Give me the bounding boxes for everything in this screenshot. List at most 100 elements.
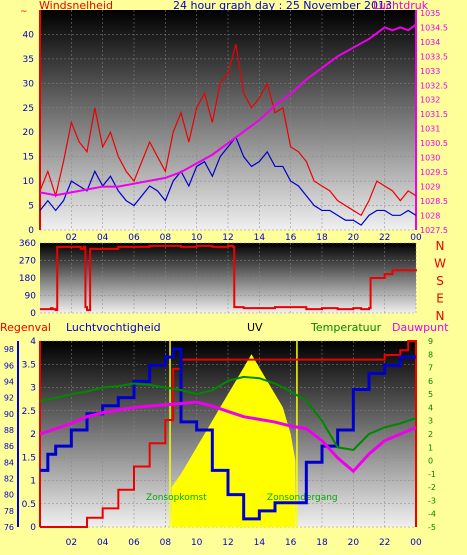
x-tick-label: 12 xyxy=(222,233,233,243)
humidity-tick-label: 78 xyxy=(4,507,14,516)
wind-tick-label: 5 xyxy=(28,202,34,212)
rain-tick-label: 2.5 xyxy=(22,407,36,417)
x-tick-label: 18 xyxy=(316,233,328,243)
wind-tick-label: 30 xyxy=(23,79,35,89)
humidity-label: Luchtvochtigheid xyxy=(66,321,161,334)
wind-tick-label: 25 xyxy=(23,104,34,114)
wind-unit-label: ~ xyxy=(20,7,28,17)
dewpoint-line xyxy=(39,400,417,474)
pressure-tick-label: 1031.5 xyxy=(420,110,448,119)
temperature-tick-label: 3 xyxy=(428,417,433,426)
x-tick-label: 04 xyxy=(97,538,109,548)
compass-label: N xyxy=(436,239,445,253)
compass-label: N xyxy=(436,309,445,323)
rain-tick-label: 0.5 xyxy=(22,500,36,510)
temperature-tick-label: 5 xyxy=(428,390,433,399)
humidity-tick-label: 98 xyxy=(4,345,14,354)
pressure-tick-label: 1033.5 xyxy=(420,52,448,61)
temperature-tick-label: -3 xyxy=(428,496,436,505)
humidity-tick-label: 96 xyxy=(4,361,14,370)
x-tick-label: 14 xyxy=(254,538,266,548)
temperature-tick-label: 6 xyxy=(428,377,433,386)
humidity-tick-label: 84 xyxy=(4,458,14,467)
temperature-tick-label: 4 xyxy=(428,403,433,412)
x-tick-label: 06 xyxy=(128,233,140,243)
pressure-tick-label: 1033 xyxy=(420,67,440,76)
x-tick-label: 00 xyxy=(410,233,422,243)
rain-tick-label: 1 xyxy=(30,477,36,487)
x-tick-label: 10 xyxy=(191,538,203,548)
direction-tick-label: 0 xyxy=(30,309,36,319)
pressure-axis-label: Luchtdruk xyxy=(373,0,429,12)
temperature-line xyxy=(39,375,417,452)
x-tick-label: 22 xyxy=(379,233,390,243)
uv-area xyxy=(171,354,296,527)
pressure-tick-label: 1030 xyxy=(420,154,440,163)
compass-label: E xyxy=(436,292,444,306)
x-tick-label: 02 xyxy=(66,233,77,243)
wind-gust-line xyxy=(39,44,417,217)
x-tick-label: 14 xyxy=(254,233,266,243)
rain-tick-label: 3.5 xyxy=(22,360,36,370)
temperature-tick-label: 0 xyxy=(428,457,433,466)
temperature-tick-label: 8 xyxy=(428,350,433,359)
x-tick-label: 04 xyxy=(97,233,109,243)
temperature-tick-label: -5 xyxy=(428,523,436,532)
wind-axis-label: Windsnelheid xyxy=(39,0,113,12)
direction-tick-label: 90 xyxy=(25,292,37,302)
wind-tick-label: 15 xyxy=(23,153,34,163)
compass-label: W xyxy=(434,257,446,271)
pressure-tick-label: 1028.5 xyxy=(420,197,448,206)
temperature-tick-label: 1 xyxy=(428,443,433,452)
uv-label: UV xyxy=(247,321,263,334)
temperature-tick-label: -1 xyxy=(428,470,436,479)
pressure-tick-label: 1032 xyxy=(420,96,440,105)
wind-tick-label: 35 xyxy=(23,55,34,65)
x-tick-label: 06 xyxy=(128,538,140,548)
pressure-tick-label: 1027.5 xyxy=(420,226,448,235)
x-tick-label: 20 xyxy=(348,538,360,548)
direction-tick-label: 180 xyxy=(19,274,36,284)
pressure-tick-label: 1032.5 xyxy=(420,81,448,90)
pressure-tick-label: 1034.5 xyxy=(420,23,448,32)
rain-line xyxy=(40,340,417,528)
wind-tick-label: 20 xyxy=(23,128,35,138)
pressure-tick-label: 1028 xyxy=(420,212,440,221)
humidity-tick-label: 82 xyxy=(4,474,14,483)
sunset-annotation: Zonsondergang xyxy=(267,493,338,503)
pressure-tick-label: 1030.5 xyxy=(420,139,448,148)
rain-label: Regenval xyxy=(0,321,51,334)
humidity-tick-label: 88 xyxy=(4,426,14,435)
humidity-line xyxy=(40,347,416,521)
temperature-tick-label: 7 xyxy=(428,364,433,373)
x-tick-label: 20 xyxy=(348,233,360,243)
rain-tick-label: 0 xyxy=(30,523,36,533)
compass-label: S xyxy=(436,274,444,288)
dewpoint-label: Dauwpunt xyxy=(392,321,449,334)
pressure-tick-label: 1035 xyxy=(420,9,440,18)
graph-title: 24 hour graph day : 25 November 2013 xyxy=(173,0,392,12)
humidity-tick-label: 76 xyxy=(4,523,14,532)
sunrise-annotation: Zonsopkomst xyxy=(146,493,207,503)
x-tick-label: 08 xyxy=(160,538,172,548)
rain-tick-label: 4 xyxy=(30,337,36,347)
rain-tick-label: 2 xyxy=(30,430,36,440)
pressure-tick-label: 1029.5 xyxy=(420,168,448,177)
temperature-tick-label: 2 xyxy=(428,430,433,439)
wind-tick-label: 0 xyxy=(28,226,34,236)
temperature-label: Temperatuur xyxy=(310,321,382,334)
temperature-tick-label: 9 xyxy=(428,337,433,346)
pressure-tick-label: 1029 xyxy=(420,183,440,192)
x-tick-label: 10 xyxy=(191,233,203,243)
humidity-tick-label: 92 xyxy=(4,394,14,403)
x-tick-label: 00 xyxy=(410,538,422,548)
x-tick-label: 12 xyxy=(222,538,233,548)
humidity-tick-label: 80 xyxy=(4,491,14,500)
humidity-tick-label: 94 xyxy=(4,377,14,386)
temperature-tick-label: -4 xyxy=(428,510,436,519)
pressure-tick-label: 1034 xyxy=(420,38,440,47)
chart-marks: 05101520253035401027.510281028.510291029… xyxy=(4,9,448,548)
pressure-tick-label: 1031 xyxy=(420,125,440,134)
